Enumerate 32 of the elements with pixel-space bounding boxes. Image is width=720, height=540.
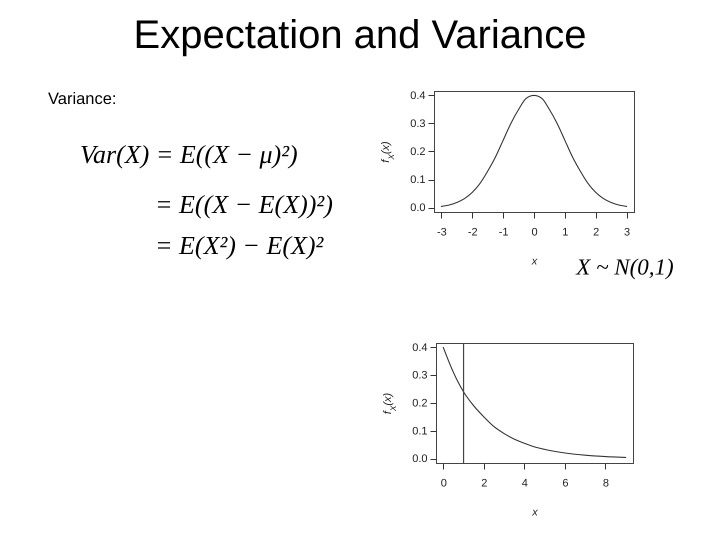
x-axis-title: x (530, 256, 538, 268)
x-tick-label: 1 (562, 226, 568, 238)
x-tick-label: 4 (522, 478, 528, 490)
line-series (440, 94, 628, 207)
text: Expectation and Variance (132, 12, 588, 58)
line-series (442, 346, 626, 458)
x-tick-label: -1 (498, 226, 509, 238)
y-tick-label: 0.1 (412, 425, 428, 438)
y-tick-label: 0.2 (412, 398, 428, 410)
y-tick-label: 0.0 (412, 453, 428, 466)
y-tick-label: 0.0 (410, 202, 426, 214)
x-tick-label: -3 (437, 226, 447, 238)
text: = E(X²) − E(X)² (155, 231, 324, 260)
text: Var(X) = E((X − μ)²) (80, 140, 298, 169)
y-tick-label: 0.3 (410, 118, 426, 130)
text: X ~ N(0,1) (576, 254, 674, 280)
x-tick-label: 3 (624, 226, 630, 238)
x-tick-label: 2 (481, 478, 488, 490)
y-tick-label: 0.4 (410, 90, 426, 102)
x-tick-label: 0 (440, 478, 447, 490)
x-axis-title: x (531, 506, 538, 518)
y-tick-label: 0.1 (410, 174, 426, 186)
x-tick-label: -2 (468, 226, 478, 238)
y-tick-label: 0.3 (412, 370, 428, 382)
x-tick-label: 2 (593, 226, 600, 238)
x-tick-label: 0 (531, 226, 538, 238)
text: Variance: (48, 90, 116, 109)
x-tick-label: 6 (562, 478, 568, 490)
text: = E((X − E(X))²) (155, 190, 333, 219)
y-tick-label: 0.4 (412, 342, 428, 354)
x-tick-label: 8 (602, 478, 609, 490)
y-tick-label: 0.2 (410, 146, 426, 158)
